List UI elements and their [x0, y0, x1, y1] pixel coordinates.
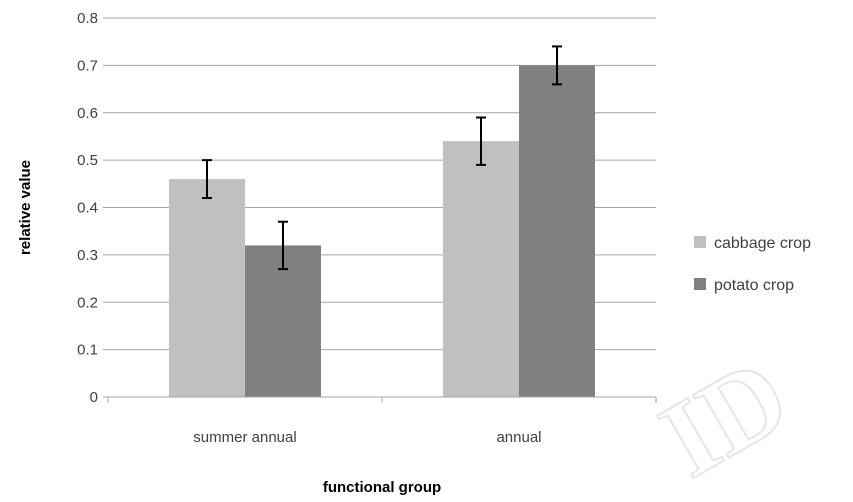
y-tick-label: 0.6 — [77, 105, 98, 122]
bar — [169, 179, 245, 397]
bar — [245, 245, 321, 397]
legend: cabbage crop potato crop — [694, 235, 811, 294]
y-tick-label: 0.4 — [77, 200, 98, 217]
category-labels: summer annual annual — [193, 429, 541, 446]
y-tick-label: 0.1 — [77, 342, 98, 359]
legend-swatch — [694, 236, 706, 248]
y-tick-label: 0.3 — [77, 247, 98, 264]
y-tick-label: 0 — [90, 389, 98, 406]
bar — [519, 65, 595, 397]
y-axis-title: relative value — [17, 160, 34, 255]
y-tick-label: 0.2 — [77, 294, 98, 311]
y-tick-label: 0.5 — [77, 152, 98, 169]
bar — [443, 141, 519, 397]
y-tick-label: 0.8 — [77, 10, 98, 27]
watermark: ID — [641, 334, 808, 501]
category-label: annual — [496, 429, 541, 446]
x-axis-ticks — [107, 397, 657, 403]
category-label: summer annual — [193, 429, 296, 446]
bars — [169, 65, 595, 397]
legend-swatch — [694, 278, 706, 290]
x-axis-title: functional group — [323, 479, 441, 496]
error-bars — [202, 45, 562, 271]
legend-label: cabbage crop — [714, 235, 811, 252]
y-axis-ticks: 0 0.1 0.2 0.3 0.4 0.5 0.6 0.7 0.8 — [77, 10, 108, 406]
y-tick-label: 0.7 — [77, 57, 98, 74]
legend-label: potato crop — [714, 277, 794, 294]
